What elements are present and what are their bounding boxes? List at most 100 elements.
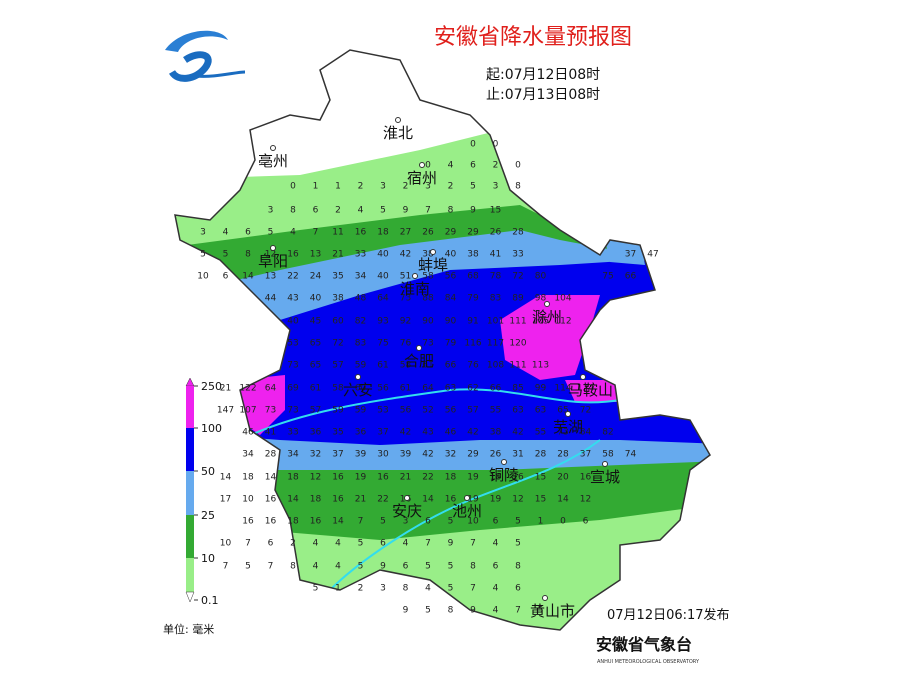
grid-value: 26 [490, 450, 502, 460]
grid-value: 5 [448, 562, 454, 572]
city-name: 蚌埠 [418, 256, 448, 274]
grid-value: 5 [245, 562, 251, 572]
grid-value: 8 [245, 250, 251, 260]
grid-value: 1 [335, 182, 341, 192]
grid-value: 14 [242, 272, 254, 282]
grid-value: 5 [380, 206, 386, 216]
grid-value: 7 [358, 517, 364, 527]
map-title: 安徽省降水量预报图 [434, 25, 632, 50]
issuer: 安徽省气象台 [596, 635, 692, 654]
grid-value: 37 [332, 450, 343, 460]
grid-value: 9 [380, 562, 386, 572]
end-time: 止:07月13日08时 [486, 87, 600, 103]
grid-value: 33 [287, 428, 298, 438]
city-dot [501, 459, 507, 465]
grid-value: 2 [335, 206, 341, 216]
grid-value: 12 [512, 495, 523, 505]
grid-value: 91 [467, 317, 478, 327]
grid-value: 28 [512, 228, 524, 238]
grid-value: 6 [268, 539, 274, 549]
grid-value: 4 [335, 562, 341, 572]
grid-value: 98 [535, 294, 547, 304]
city-name: 合肥 [404, 352, 434, 370]
grid-value: 12 [265, 250, 276, 260]
grid-value: 6 [493, 562, 499, 572]
grid-value: 72 [512, 272, 523, 282]
grid-value: 46 [242, 428, 254, 438]
grid-value: 4 [290, 228, 296, 238]
grid-value: 5 [200, 250, 206, 260]
grid-value: 31 [512, 450, 523, 460]
grid-value: 19 [467, 473, 479, 483]
grid-value: 40 [377, 272, 389, 282]
grid-value: 108 [487, 361, 504, 371]
grid-value: 15 [535, 495, 546, 505]
grid-value: 62 [467, 384, 478, 394]
city-name: 池州 [452, 502, 482, 520]
grid-value: 5 [538, 606, 544, 616]
grid-value: 105 [532, 317, 549, 327]
grid-value: 41 [490, 250, 501, 260]
grid-value: 114 [554, 384, 571, 394]
grid-value: 16 [355, 228, 367, 238]
grid-value: 5 [515, 517, 521, 527]
legend-label: 50 [201, 465, 215, 478]
grid-value: 3 [425, 182, 431, 192]
grid-value: 58 [400, 361, 412, 371]
grid-value: 56 [445, 272, 457, 282]
grid-value: 1 [538, 517, 544, 527]
grid-value: 6 [380, 539, 386, 549]
grid-value: 18 [310, 495, 322, 505]
grid-value: 76 [467, 361, 479, 371]
grid-value: 18 [242, 473, 254, 483]
grid-value: 2 [358, 182, 364, 192]
grid-value: 5 [380, 517, 386, 527]
grid-value: 12 [580, 495, 591, 505]
grid-value: 56 [400, 406, 412, 416]
city-name: 阜阳 [258, 252, 288, 270]
grid-value: 14 [265, 473, 277, 483]
issuer-english: ANHUI METEOROLOGICAL OBSERVATORY [597, 659, 700, 665]
grid-value: 4 [425, 584, 431, 594]
grid-value: 8 [515, 562, 521, 572]
grid-value: 90 [422, 317, 434, 327]
logo [165, 30, 246, 82]
unit: 单位: 毫米 [163, 622, 214, 636]
grid-value: 36 [310, 428, 322, 438]
legend-label: 0.1 [201, 594, 219, 607]
grid-value: 9 [403, 206, 409, 216]
city-dot [565, 411, 571, 417]
grid-value: 10 [197, 272, 209, 282]
grid-value: 4 [493, 606, 499, 616]
grid-value: 15 [490, 206, 501, 216]
grid-value: 5 [425, 562, 431, 572]
grid-value: 60 [332, 317, 344, 327]
grid-value: 0 [493, 140, 499, 150]
city-dot [542, 595, 548, 601]
grid-value: 42 [467, 428, 478, 438]
grid-value: 2 [403, 182, 409, 192]
grid-value: 4 [313, 539, 319, 549]
grid-value: 14 [557, 495, 569, 505]
grid-value: 40 [310, 294, 322, 304]
grid-value: 37 [625, 250, 636, 260]
city-dot [404, 495, 410, 501]
grid-value: 35 [332, 428, 343, 438]
grid-value: 35 [332, 272, 343, 282]
grid-value: 122 [239, 384, 256, 394]
grid-value: 73 [557, 428, 568, 438]
grid-value: 99 [535, 384, 547, 394]
legend-label: 25 [201, 509, 215, 522]
grid-value: 7 [470, 539, 476, 549]
grid-value: 83 [355, 339, 366, 349]
grid-value: 65 [310, 361, 321, 371]
grid-value: 14 [287, 495, 299, 505]
grid-value: 53 [287, 339, 298, 349]
grid-value: 40 [377, 250, 389, 260]
grid-value: 40 [445, 250, 457, 260]
grid-value: 64 [422, 384, 434, 394]
grid-value: 93 [377, 317, 388, 327]
grid-value: 6 [313, 206, 319, 216]
grid-value: 80 [535, 272, 547, 282]
grid-value: 65 [310, 339, 321, 349]
